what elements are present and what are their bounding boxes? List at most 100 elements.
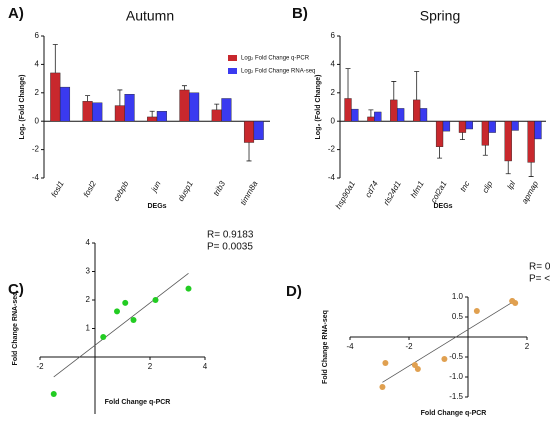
bar	[124, 94, 135, 122]
point	[379, 384, 386, 390]
bar	[397, 108, 405, 122]
legend-swatch	[228, 55, 237, 61]
bar	[458, 120, 467, 133]
point	[114, 308, 120, 315]
y-tick-label: -4	[32, 173, 40, 182]
bar	[419, 108, 428, 122]
y-axis-label: Log₂ (Fold Change)	[19, 75, 26, 140]
bar	[534, 120, 542, 140]
bar	[211, 109, 222, 122]
y-tick-label: 1	[86, 324, 91, 333]
bar	[82, 101, 93, 122]
bar	[367, 116, 375, 122]
panel-label: A)	[8, 5, 24, 22]
bar	[189, 92, 200, 122]
bar	[221, 98, 232, 122]
x-axis-label: DEGs	[433, 203, 452, 210]
bar	[442, 120, 451, 132]
legend-label: Log₂ Fold Change q-PCR	[241, 56, 310, 62]
point	[152, 297, 159, 303]
x-tick-label: hfm1	[409, 180, 426, 200]
x-tick-label: tnc	[458, 180, 471, 194]
bar	[374, 111, 382, 122]
point	[185, 285, 192, 292]
x-axis-label: Fold Change q-PCR	[105, 399, 171, 406]
x-tick-label: timm8a	[239, 179, 260, 207]
y-tick-label: 4	[331, 60, 336, 69]
annotation: R= 0.9628	[529, 262, 550, 273]
bar	[465, 120, 473, 130]
error-bar	[149, 110, 155, 117]
point	[473, 308, 480, 314]
bar	[156, 111, 167, 122]
error-bar	[246, 142, 252, 162]
y-tick-label: 0.5	[452, 312, 464, 321]
error-bar	[117, 89, 123, 106]
x-axis-label: Fold Change q-PCR	[421, 410, 487, 417]
y-tick-label: -2	[32, 145, 40, 154]
y-axis-label: Log₂ (Fold Change)	[315, 75, 322, 140]
x-tick-label: jun	[149, 179, 163, 194]
y-tick-label: 4	[86, 238, 91, 247]
panel-title: Spring	[420, 8, 460, 24]
error-bar	[528, 162, 534, 177]
error-bar	[52, 44, 58, 73]
x-tick-label: dusp1	[176, 180, 195, 203]
point	[414, 366, 421, 372]
x-tick-label: clip	[481, 179, 495, 194]
bar	[147, 116, 158, 122]
bar	[351, 108, 359, 122]
bar	[92, 102, 103, 122]
bar	[511, 120, 519, 131]
x-tick-label: -2	[36, 362, 44, 371]
error-bar	[214, 103, 220, 110]
point	[122, 299, 129, 306]
x-tick-label: 2	[148, 362, 153, 371]
bar	[504, 120, 512, 162]
x-tick-label: lpl	[505, 179, 517, 191]
fit-line	[53, 273, 189, 378]
y-tick-label: 3	[86, 267, 91, 276]
x-tick-label: fosl1	[49, 180, 65, 199]
x-tick-label: col2a1	[429, 180, 449, 205]
error-bar	[414, 71, 420, 100]
error-bar	[345, 68, 351, 99]
y-tick-label: 0	[35, 116, 40, 125]
bar	[481, 120, 489, 146]
y-tick-label: -2	[328, 145, 336, 154]
x-tick-label: hsp90a1	[334, 180, 357, 211]
error-bar	[85, 95, 91, 102]
x-tick-label: fosl2	[82, 179, 99, 199]
bar	[253, 120, 264, 140]
annotation: R= 0.9183	[207, 230, 254, 241]
y-tick-label: 4	[35, 60, 40, 69]
error-bar	[505, 160, 511, 175]
y-tick-label: 2	[331, 88, 336, 97]
x-axis-label: DEGs	[147, 203, 166, 210]
bar	[344, 98, 352, 122]
legend-swatch	[228, 68, 237, 74]
x-tick-label: -4	[346, 342, 354, 351]
annotation: P= <0.0001	[529, 274, 550, 285]
panel-title: Autumn	[126, 8, 174, 24]
legend-label: Log₂ Fold Change RNA-seq	[241, 69, 315, 75]
y-axis-label: Fold Change RNA-seq	[322, 310, 329, 384]
panel-label: D)	[286, 283, 302, 300]
y-tick-label: 2	[86, 295, 91, 304]
bar	[390, 99, 398, 122]
error-bar	[181, 85, 187, 90]
x-tick-label: apmap	[520, 179, 540, 205]
error-bar	[482, 145, 488, 156]
y-tick-label: 6	[331, 31, 336, 40]
bar	[488, 120, 496, 133]
x-tick-label: rls24d1	[382, 180, 403, 207]
bar	[527, 120, 535, 163]
y-tick-label: -0.5	[449, 352, 463, 361]
y-tick-label: -4	[328, 173, 336, 182]
bar	[243, 120, 255, 143]
y-tick-label: 2	[35, 88, 40, 97]
annotation: P= 0.0035	[207, 242, 253, 253]
x-tick-label: -2	[405, 342, 413, 351]
error-bar	[368, 109, 374, 117]
fit-line	[382, 300, 516, 383]
